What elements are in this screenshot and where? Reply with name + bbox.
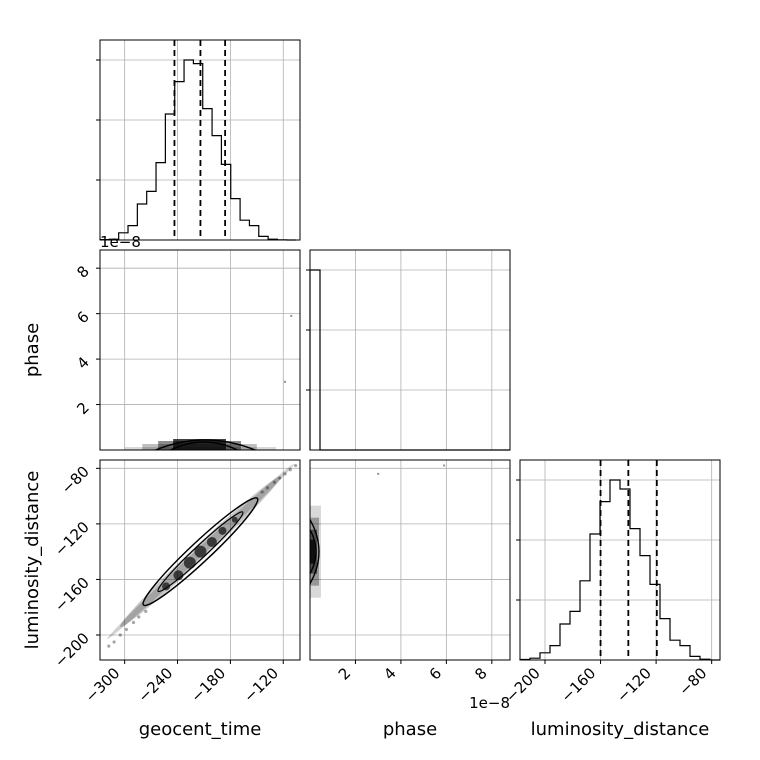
y-tick-label: 4 — [73, 353, 92, 372]
contour-line — [309, 529, 317, 575]
sample-point — [260, 490, 264, 494]
contour-line — [142, 497, 259, 607]
sample-point — [288, 468, 292, 472]
y-tick-label: −120 — [51, 518, 93, 560]
x-tick-label: 8 — [471, 664, 490, 683]
sample-point — [283, 380, 287, 384]
x-tick-label: 6 — [426, 664, 445, 683]
y-tick-label: 8 — [73, 262, 92, 281]
sample-point — [131, 620, 136, 625]
y-tick-label: 2 — [73, 399, 92, 418]
density-peak — [183, 556, 196, 569]
x-axis-label-geocent-time: geocent_time — [139, 719, 262, 740]
x-tick-label: −180 — [187, 664, 229, 706]
x-tick-label: −160 — [558, 664, 600, 706]
sample-point — [272, 480, 277, 484]
sample-point — [278, 476, 282, 480]
contour-line — [157, 511, 244, 593]
density-band — [310, 539, 315, 564]
sample-point — [137, 615, 141, 619]
y-tick-label: −80 — [58, 462, 93, 497]
x-tick-label: −80 — [675, 664, 710, 699]
density-panel-geocent-time-vs-luminosity-distance — [100, 460, 300, 660]
x-tick-label: −120 — [240, 664, 282, 706]
density-peak — [194, 545, 207, 558]
density-peak — [231, 516, 238, 523]
density-peak — [173, 570, 184, 581]
y-axis-label-phase: phase — [22, 323, 43, 377]
histogram-panel-phase — [306, 250, 510, 451]
sample-point — [107, 644, 111, 648]
y-tick-label: −160 — [51, 574, 93, 616]
panel-frame — [99, 39, 301, 241]
x-tick-label: 4 — [380, 664, 399, 683]
panel-frame — [99, 249, 301, 451]
density-panel-phase-vs-luminosity-distance — [309, 460, 510, 660]
sample-point — [124, 627, 129, 632]
histogram-line — [519, 479, 720, 661]
density-peak — [162, 582, 171, 591]
y-tick-label: −200 — [51, 629, 93, 671]
phase-x-offset-label: 1e−8 — [469, 694, 510, 712]
histogram-panel-geocent-time — [96, 40, 300, 241]
sample-point — [293, 463, 298, 468]
sample-point — [265, 486, 270, 490]
density-band — [173, 439, 226, 450]
sample-point — [289, 314, 293, 318]
histogram-line — [99, 59, 297, 241]
panel-frame — [519, 459, 721, 661]
sample-point — [376, 472, 380, 476]
sample-point — [283, 472, 287, 476]
sample-point — [118, 633, 122, 637]
x-tick-label: −240 — [134, 664, 176, 706]
contour-line — [155, 439, 256, 451]
x-axis-label-phase: phase — [383, 719, 437, 740]
x-tick-label: −120 — [613, 664, 655, 706]
phase-y-offset-label: 1e−8 — [100, 233, 141, 251]
y-axis-label-luminosity-distance: luminosity_distance — [22, 471, 43, 650]
sample-point — [442, 464, 446, 467]
x-tick-label: −300 — [82, 664, 124, 706]
x-axis-label-luminosity-distance: luminosity_distance — [531, 719, 710, 740]
density-peak — [206, 536, 217, 547]
panel-frame — [309, 459, 511, 661]
histogram-line — [309, 269, 510, 451]
sample-point — [144, 609, 148, 613]
x-tick-label: 2 — [335, 664, 354, 683]
histogram-panel-luminosity-distance — [516, 460, 720, 661]
contour-line — [170, 441, 238, 451]
density-panel-geocent-time-vs-phase — [100, 250, 300, 451]
panel-frame — [99, 459, 301, 661]
y-tick-label: 6 — [73, 308, 92, 327]
density-peak — [218, 526, 227, 535]
sample-point — [112, 640, 116, 644]
panel-frame — [309, 249, 511, 451]
contour-line — [309, 519, 320, 585]
